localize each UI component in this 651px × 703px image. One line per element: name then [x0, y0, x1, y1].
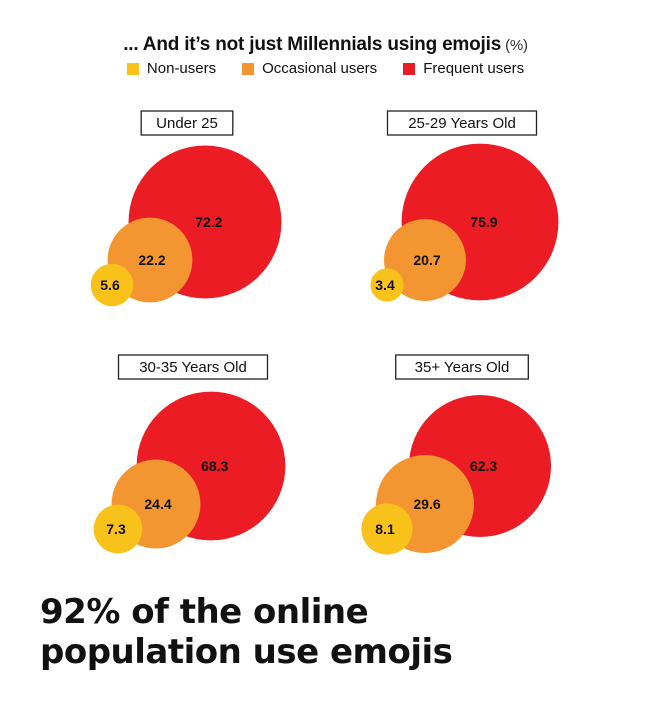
bubble-occasional — [384, 219, 466, 301]
bubble-non-users — [361, 503, 413, 555]
headline-line-1: 92% of the online — [40, 592, 369, 632]
legend-label-non-users: Non-users — [146, 60, 217, 77]
value-label-frequent: 62.3 — [470, 458, 497, 474]
panel-2: 25-29 Years Old 75.9 20.7 3.4 — [370, 110, 559, 302]
panel-label-box — [386, 110, 538, 136]
panel-3: 30-35 Years Old 68.3 24.4 7.3 — [93, 354, 286, 554]
legend: Non-users Occasional users Frequent user… — [0, 60, 651, 77]
legend-label-occasional-users: Occasional users — [262, 60, 378, 77]
panel-1: Under 25 72.2 22.2 5.6 — [90, 110, 282, 307]
legend-item-frequent-users: Frequent users — [403, 60, 524, 77]
legend-item-non-users: Non-users — [126, 60, 217, 77]
panel-label: 35+ Years Old — [415, 359, 510, 376]
panel-label-box — [140, 110, 234, 136]
value-label-non-users: 3.4 — [375, 277, 395, 293]
chart-title: ... And it’s not just Millennials using … — [0, 34, 651, 56]
legend-swatch-non-users — [126, 62, 139, 75]
panel-label-box — [395, 354, 529, 380]
bubble-non-users — [90, 263, 134, 307]
chart-title-unit: (%) — [505, 37, 528, 54]
headline-line-2: population use emojis — [40, 632, 453, 672]
panel-label-box — [117, 354, 269, 380]
value-label-non-users: 5.6 — [100, 277, 120, 293]
value-label-occasional: 24.4 — [144, 496, 171, 512]
value-label-frequent: 72.2 — [195, 214, 222, 230]
legend-item-occasional-users: Occasional users — [242, 60, 377, 77]
value-label-non-users: 7.3 — [106, 521, 126, 537]
value-label-occasional: 29.6 — [413, 496, 440, 512]
legend-swatch-frequent-users — [403, 62, 416, 75]
value-label-frequent: 68.3 — [201, 458, 228, 474]
legend-swatch-occasional-users — [242, 62, 255, 75]
panel-label: 30-35 Years Old — [139, 359, 247, 376]
value-label-frequent: 75.9 — [470, 214, 497, 230]
value-label-non-users: 8.1 — [375, 521, 395, 537]
bubble-non-users — [370, 268, 404, 302]
panel-label: 25-29 Years Old — [408, 115, 516, 132]
chart-title-text: ... And it’s not just Millennials using … — [123, 34, 502, 55]
value-label-occasional: 22.2 — [138, 252, 165, 268]
legend-label-frequent-users: Frequent users — [423, 60, 525, 77]
panel-4: 35+ Years Old 62.3 29.6 8.1 — [361, 354, 552, 555]
panel-label: Under 25 — [156, 115, 218, 132]
bubble-non-users — [93, 504, 143, 554]
value-label-occasional: 20.7 — [413, 252, 440, 268]
